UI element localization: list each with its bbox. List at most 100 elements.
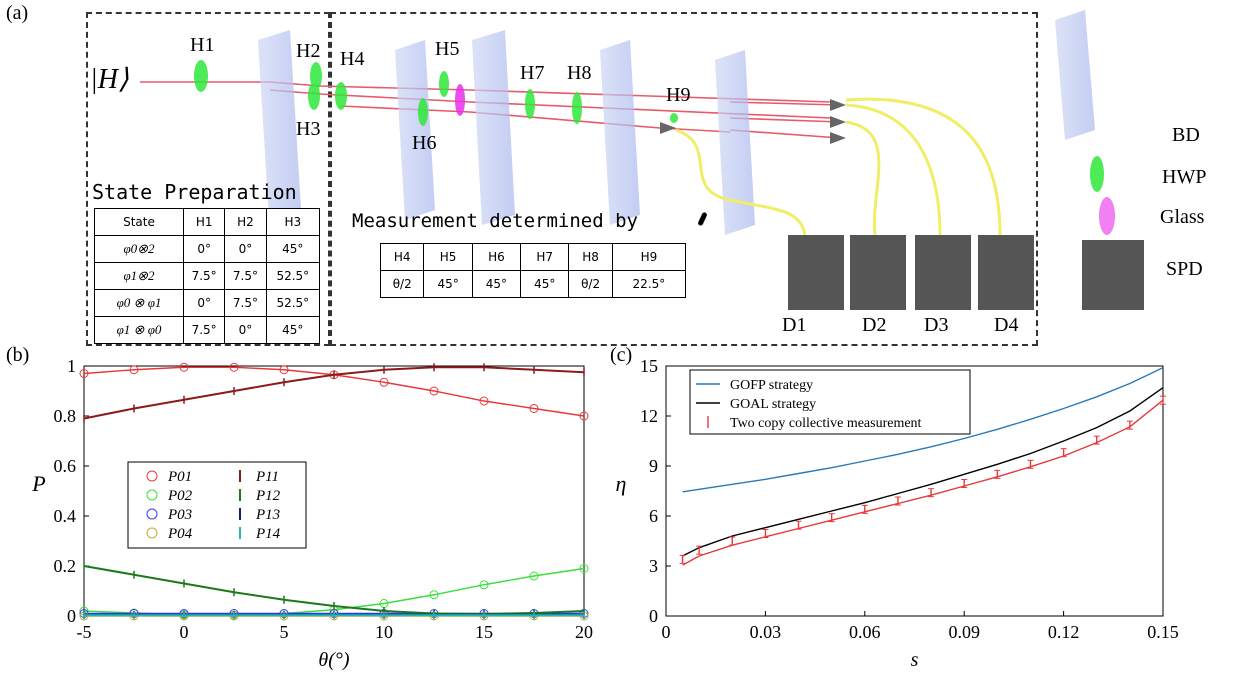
y-tick-label: 0.2 (54, 556, 77, 576)
state-table-header: H3 (265, 208, 321, 236)
detector-label-d1: D1 (782, 314, 807, 336)
element-label-h5: H5 (435, 38, 460, 60)
legend-marker (146, 508, 158, 520)
input-state-label: |H⟩ (90, 64, 129, 95)
y-tick-label: 0 (649, 606, 658, 626)
legend-entry-label: P11 (255, 469, 279, 485)
state-table-cell: φ0⊗2 (94, 235, 184, 263)
y-tick-label: 0.6 (54, 456, 77, 476)
data-point (79, 369, 89, 378)
optical-setup-diagram (140, 10, 1144, 310)
bd-2 (395, 40, 435, 220)
legend-entry-label: Two copy collective measurement (730, 416, 922, 431)
legend-entry-label: P14 (255, 526, 281, 542)
meas-table-header: H8 (568, 243, 613, 271)
y-tick-label: 0.4 (54, 506, 77, 526)
x-tick-label: 20 (575, 622, 593, 642)
bd-3 (472, 30, 515, 225)
data-point (529, 571, 539, 581)
x-tick-label: 10 (375, 622, 393, 642)
legend-entry-label: GOFP strategy (730, 378, 813, 393)
legend-bd: BD (1172, 124, 1200, 146)
x-tick-label: 0.03 (750, 622, 782, 642)
y-axis-label: P (31, 471, 45, 496)
measurement-frame (330, 12, 1038, 346)
state-table-header: H1 (182, 208, 226, 236)
y-tick-label: 1 (67, 356, 76, 376)
element-label-h8: H8 (567, 62, 592, 84)
x-axis-label: s (911, 649, 919, 671)
bd-5 (715, 50, 755, 235)
legend-glass: Glass (1160, 206, 1205, 228)
state-table-cell: 7.5° (182, 316, 226, 344)
legend-box (127, 461, 307, 549)
detector-label-d3: D3 (924, 314, 949, 336)
gofp-line (682, 367, 1164, 493)
state-table-cell: 0° (182, 235, 226, 263)
element-label-h4: H4 (340, 48, 365, 70)
data-point (529, 404, 539, 413)
element-label-h9: H9 (666, 84, 691, 106)
meas-table-header: H6 (471, 243, 522, 271)
x-tick-label: 0.15 (1147, 622, 1179, 642)
legend-box (689, 369, 971, 435)
state-table-cell: 45° (265, 316, 321, 344)
meas-table-cell: 45° (520, 270, 570, 298)
y-tick-label: 0.8 (54, 406, 77, 426)
meas-table-cell: θ/2 (379, 270, 425, 298)
x-tick-label: 5 (280, 622, 289, 642)
element-label-h7: H7 (520, 62, 545, 84)
legend-spd: SPD (1166, 258, 1203, 280)
efficiency-chart: 0 0.03 0.06 0.09 0.12 0.15 0 3 6 9 12 15 s η GOFP stra… (616, 356, 1179, 671)
legend-marker (146, 470, 158, 482)
measurement-title: Measurement determined by (352, 210, 638, 232)
state-table-header: State (94, 208, 184, 236)
state-table-cell: φ1 ⊗ φ0 (94, 316, 184, 344)
state-preparation-frame (86, 12, 330, 346)
state-table-cell: 7.5° (224, 262, 267, 290)
x-tick-label: 0.06 (849, 622, 881, 642)
meas-table-cell: θ/2 (568, 270, 613, 298)
data-point (379, 377, 389, 387)
fit-line (682, 399, 1164, 566)
state-table-cell: 0° (182, 289, 226, 317)
legend-marker (146, 527, 158, 539)
meas-table-header: H4 (379, 243, 425, 271)
legend-entry-label: P02 (167, 488, 193, 504)
data-point (229, 362, 239, 372)
x-tick-label: 0 (180, 622, 189, 642)
panel-a-label: (a) (6, 2, 29, 24)
legend-entry-label: P12 (255, 488, 281, 504)
x-tick-label: 15 (475, 622, 493, 642)
bd-4 (600, 40, 640, 225)
bd-1 (258, 30, 302, 235)
legend-entry-label: P01 (167, 469, 192, 485)
data-point (129, 365, 139, 375)
x-tick-label: -5 (77, 622, 92, 642)
x-tick-label: 0 (662, 622, 671, 642)
meas-table-header: H9 (611, 243, 687, 271)
y-tick-label: 6 (649, 506, 658, 526)
x-tick-label: 0.09 (948, 622, 980, 642)
state-table-cell: 7.5° (224, 289, 267, 317)
legend-marker (146, 489, 158, 501)
element-label-h6: H6 (412, 132, 437, 154)
data-point (429, 590, 439, 600)
legend-entry-label: P13 (255, 507, 280, 523)
legend-hwp: HWP (1162, 166, 1207, 188)
element-label-h3: H3 (296, 118, 321, 140)
meas-table-header: H5 (423, 243, 473, 271)
x-axis-label: θ(°) (318, 649, 349, 671)
y-tick-label: 12 (640, 406, 658, 426)
state-preparation-title: State Preparation (92, 180, 297, 204)
meas-table-cell: 45° (423, 270, 473, 298)
state-table-cell: 52.5° (265, 289, 321, 317)
panel-b-label: (b) (6, 344, 30, 366)
data-point (179, 362, 189, 372)
state-table-cell: 0° (224, 235, 267, 263)
y-tick-label: 0 (67, 606, 76, 626)
meas-table-header: H7 (520, 243, 570, 271)
state-table-cell: φ1⊗2 (94, 262, 184, 290)
y-tick-label: 15 (640, 356, 658, 376)
y-tick-label: 9 (649, 456, 658, 476)
